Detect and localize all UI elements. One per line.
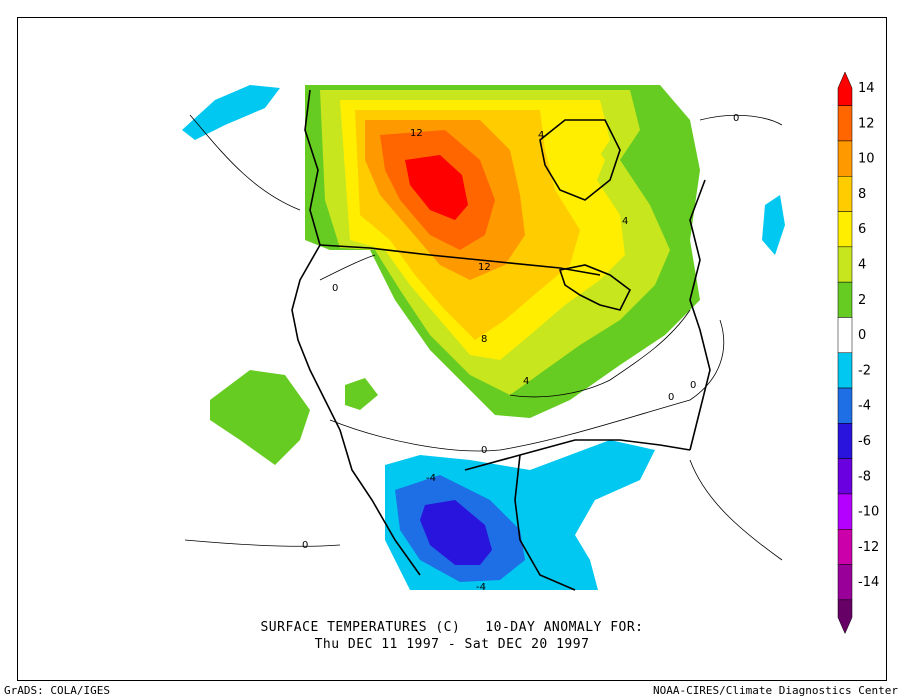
legend-swatch	[837, 599, 853, 635]
legend-swatch	[837, 105, 853, 142]
legend-level-label: -14	[858, 575, 879, 590]
legend-level-label: -12	[858, 540, 879, 555]
legend-level-label: 6	[858, 222, 866, 237]
contour-label: 0	[733, 113, 739, 124]
map-title-line1: SURFACE TEMPERATURES (C) 10-DAY ANOMALY …	[260, 620, 644, 635]
legend-level-label: -2	[858, 363, 871, 378]
contour-lines	[184, 114, 783, 561]
legend-level-label: -8	[858, 469, 871, 484]
cold-band-2-atlantic	[762, 195, 785, 255]
contour-label: 4	[538, 130, 544, 141]
contour-label: -4	[476, 582, 486, 593]
credit-right: NOAA-CIRES/Climate Diagnostics Center	[652, 684, 898, 697]
contour-label: 8	[481, 334, 487, 345]
legend-swatch	[837, 387, 853, 424]
legend-swatch	[837, 423, 853, 459]
legend-level-label: -4	[858, 399, 871, 414]
anomaly-band-2-inlet	[210, 370, 310, 465]
legend-swatch	[837, 317, 853, 354]
credit-left: GrADS: COLA/IGES	[4, 684, 110, 697]
east-coast	[689, 179, 711, 451]
legend-swatch	[837, 246, 853, 283]
contour-label: 0	[690, 380, 696, 391]
legend-level-label: 8	[858, 187, 866, 202]
contour-label-group: 12 4 4 12 8 4 0 0 0 -4 -4 0 0 0	[302, 113, 739, 593]
contour-label: 4	[523, 376, 529, 387]
legend-level-label: 14	[858, 81, 875, 96]
mexico-east-coast	[514, 454, 576, 591]
legend-swatch	[837, 140, 853, 177]
legend-swatch	[837, 352, 853, 389]
contour-label: 0	[332, 283, 338, 294]
legend-swatch	[837, 176, 853, 212]
contour-label: 0	[481, 445, 487, 456]
legend-swatch	[837, 564, 853, 601]
negative-anomaly-fields	[182, 85, 785, 590]
contour-label: 12	[478, 262, 491, 273]
hudson-bay	[539, 119, 621, 201]
legend-swatch	[837, 211, 853, 248]
gulf-coast	[464, 439, 691, 471]
contour-label: 12	[410, 128, 423, 139]
legend-level-label: 2	[858, 293, 866, 308]
legend-swatch	[837, 458, 853, 495]
anomaly-band-14	[405, 155, 468, 220]
anomaly-band-2-small	[345, 378, 378, 410]
contour-label: 0	[302, 540, 308, 551]
cold-band-2-pacific	[182, 85, 280, 140]
legend-level-label: 0	[858, 328, 866, 343]
west-coast	[291, 89, 421, 576]
legend-swatch	[837, 493, 853, 530]
legend-level-label: 10	[858, 152, 875, 167]
anomaly-warm-small	[568, 140, 605, 185]
map-title-line2: Thu DEC 11 1997 - Sat DEC 20 1997	[314, 637, 590, 652]
positive-anomaly-fields	[210, 85, 700, 465]
legend-level-label: -6	[858, 434, 871, 449]
legend-swatch	[837, 71, 853, 106]
geography-outlines	[291, 89, 711, 591]
legend-level-label: 12	[858, 116, 875, 131]
contour-label: 0	[668, 392, 674, 403]
contour-label: -4	[426, 473, 436, 484]
plot-frame	[17, 17, 887, 681]
legend-level-label: -10	[858, 505, 879, 520]
great-lakes	[558, 264, 632, 311]
legend-swatch	[837, 529, 853, 565]
cold-band-6	[420, 500, 492, 565]
legend-swatch	[837, 281, 853, 318]
legend-level-label: 4	[858, 258, 866, 273]
contour-label: 4	[622, 216, 628, 227]
